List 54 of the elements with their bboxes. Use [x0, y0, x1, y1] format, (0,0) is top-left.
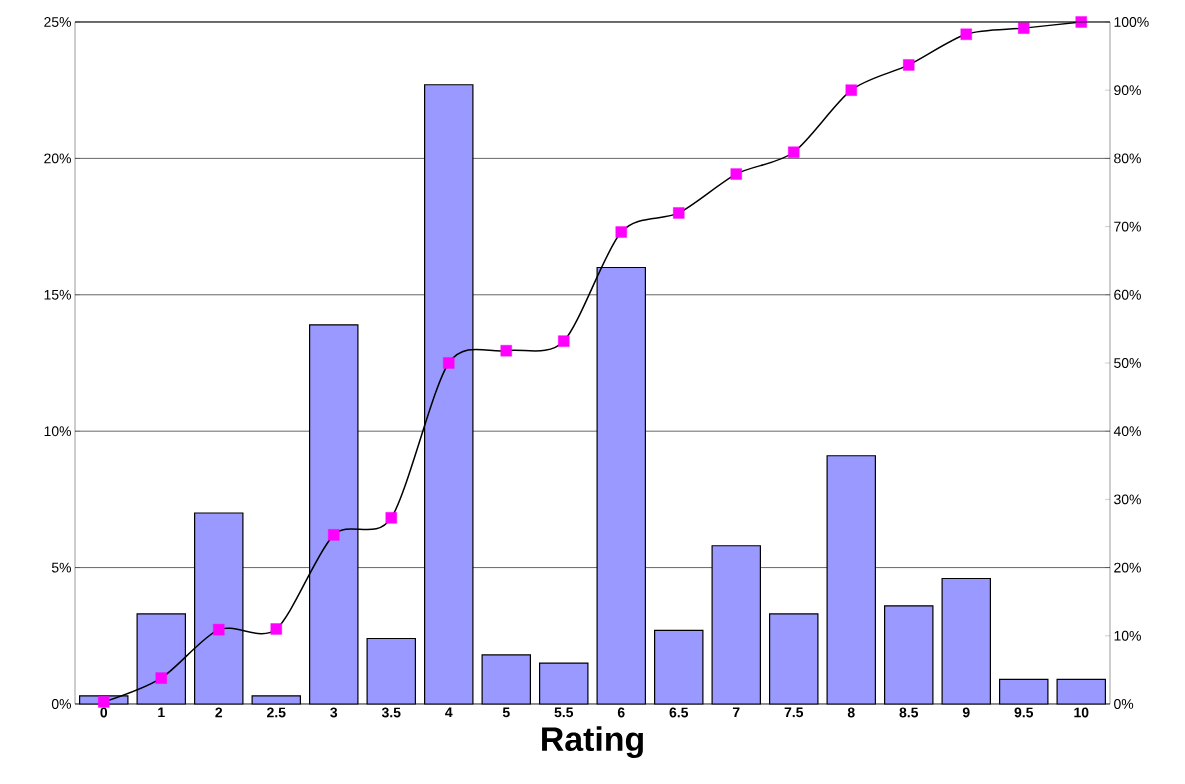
x-tick-label: 8.5 [899, 707, 919, 718]
x-tick-label: 1 [158, 707, 165, 718]
x-tick-label: 3.5 [381, 707, 401, 718]
point [328, 529, 340, 541]
x-tick-label: 2.5 [267, 707, 286, 718]
x-tick-label: 7.5 [784, 707, 804, 718]
x-tick-label: 2 [215, 707, 223, 718]
x-tick-label: 7 [732, 707, 740, 718]
point [270, 623, 282, 635]
y2-tick-label: 100% [1114, 17, 1149, 27]
x-tick-label: 4 [445, 707, 453, 718]
point [1075, 16, 1087, 28]
x-tick-label: 6.5 [669, 707, 689, 718]
y-tick-label: 15% [44, 289, 71, 300]
point [903, 59, 915, 71]
y2-tick-label: 90% [1114, 85, 1141, 96]
y2-tick-label: 0% [1114, 699, 1134, 709]
point [615, 226, 627, 238]
y-tick-label: 0% [51, 699, 71, 709]
x-axis-title: Rating [542, 726, 643, 758]
point [960, 28, 972, 40]
x-tick-label: 6 [617, 707, 625, 718]
point [788, 146, 800, 158]
point [1018, 22, 1030, 34]
y-tick-label: 10% [44, 426, 71, 437]
x-tick-label: 5.5 [554, 707, 574, 718]
y2-tick-label: 80% [1114, 153, 1141, 164]
y2-tick-label: 10% [1114, 630, 1141, 641]
point [558, 335, 570, 347]
point [213, 623, 225, 636]
y2-tick-label: 40% [1113, 426, 1141, 437]
point [155, 672, 167, 684]
y2-tick-label: 30% [1114, 494, 1141, 505]
y2-tick-label: 70% [1114, 221, 1141, 232]
x-tick-label: 0 [100, 707, 108, 718]
point [385, 512, 397, 524]
x-tick-label: 9 [962, 707, 970, 718]
x-tick-label: 5 [502, 707, 510, 718]
x-tick-label: 3 [330, 707, 338, 718]
x-tick-label: 10 [1074, 707, 1089, 718]
y2-tick-label: 60% [1114, 289, 1141, 300]
y-tick-label: 5% [51, 562, 71, 573]
point [500, 345, 512, 357]
point [730, 168, 742, 180]
y-tick-label: 20% [44, 153, 71, 164]
point [98, 696, 110, 708]
point [673, 207, 685, 219]
point [443, 357, 455, 369]
x-tick-label: 9.5 [1014, 707, 1034, 718]
y-tick-label: 25% [44, 17, 71, 27]
point [845, 84, 857, 96]
y2-tick-label: 20% [1114, 562, 1141, 573]
x-tick-label: 8 [847, 707, 855, 718]
y2-tick-label: 50% [1114, 358, 1141, 368]
